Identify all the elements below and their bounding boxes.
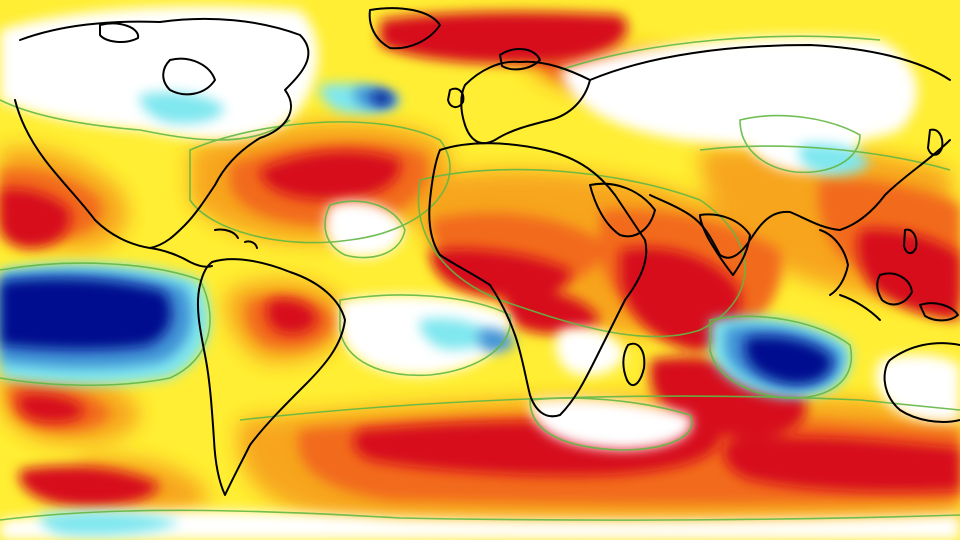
coast-asia (589, 44, 951, 259)
coast-south-america (196, 258, 346, 496)
coast-caribbean (214, 228, 258, 249)
coast-greenland (368, 7, 441, 50)
neutral-layer (0, 6, 960, 540)
coast-indochina (819, 229, 849, 296)
coast-sumatra (839, 294, 881, 321)
coast-new-guinea (919, 302, 959, 322)
coast-africa (428, 142, 648, 418)
coast-arabia (589, 182, 656, 238)
coast-borneo (876, 272, 913, 306)
coast-australia (883, 342, 960, 423)
strong-negative-layer (0, 91, 833, 385)
coast-arctic-islands (99, 22, 140, 43)
coast-hudson-bay (162, 57, 216, 96)
coast-madagascar (622, 342, 646, 387)
coast-central-america (149, 247, 213, 268)
coast-india (699, 213, 751, 276)
coast-japan (927, 128, 944, 156)
strong-positive-layer (0, 11, 960, 507)
contour-lines (0, 35, 960, 521)
coast-europe (460, 60, 591, 145)
coastlines (14, 7, 960, 496)
coast-uk (447, 87, 465, 108)
coast-philippines (903, 228, 918, 254)
coast-north-america (14, 17, 310, 249)
coast-scandinavia (499, 48, 541, 71)
